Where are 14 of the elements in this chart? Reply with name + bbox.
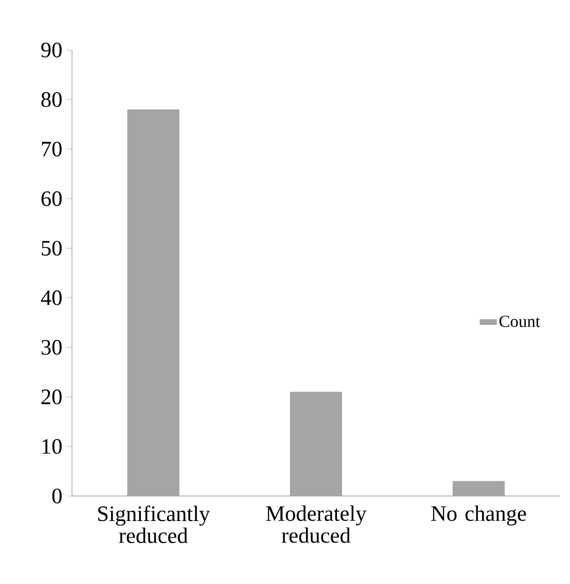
y-tick-label: 70 bbox=[42, 142, 62, 157]
x-tick-label: No change bbox=[431, 506, 526, 526]
y-tick-label: 40 bbox=[40, 290, 62, 306]
y-tick-label: 0 bbox=[52, 488, 62, 504]
y-tick-label: 80 bbox=[41, 92, 62, 107]
y-tick-label: 50 bbox=[42, 240, 62, 256]
y-tick-label: 90 bbox=[41, 42, 62, 58]
y-tick-label: 30 bbox=[42, 340, 62, 355]
x-tick-label: Significantly reduced bbox=[98, 506, 210, 544]
y-tick-label: 10 bbox=[42, 439, 62, 454]
y-tick-label: 60 bbox=[42, 191, 62, 206]
x-tick-label: Moderately reduced bbox=[266, 506, 366, 543]
y-tick-label: 20 bbox=[42, 389, 62, 404]
legend-label: Count bbox=[499, 316, 540, 328]
